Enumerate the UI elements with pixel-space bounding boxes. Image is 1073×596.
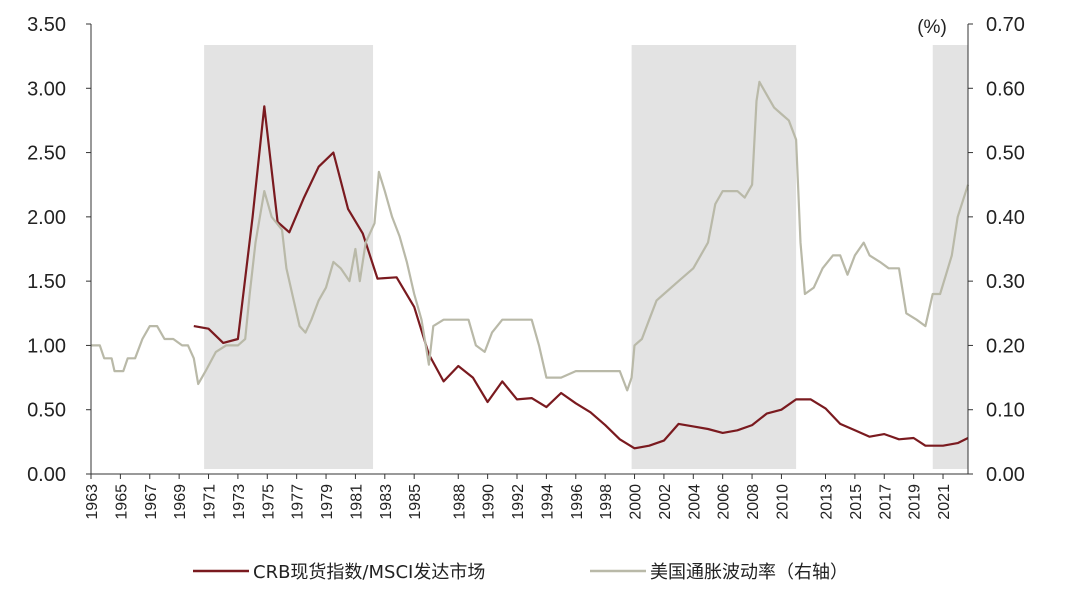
left-tick-label: 1.00 (27, 335, 66, 357)
x-tick-label: 1990 (481, 484, 498, 520)
shaded-period-0 (204, 45, 374, 469)
x-tick-label: 1988 (451, 484, 468, 520)
right-tick-label: 0.10 (986, 400, 1025, 422)
legend-label-1: 美国通胀波动率（右轴） (650, 562, 848, 583)
right-tick-label: 0.50 (986, 143, 1025, 165)
x-tick-label: 1975 (260, 484, 277, 520)
x-tick-label: 2004 (686, 484, 703, 520)
x-tick-label: 1973 (231, 484, 248, 520)
x-tick-label: 1981 (348, 484, 365, 520)
right-axis-unit: (%) (917, 17, 947, 38)
left-tick-label: 1.50 (27, 271, 66, 293)
x-tick-label: 2010 (774, 484, 791, 520)
shaded-periods (204, 45, 968, 469)
left-y-axis: 0.00 0.50 1.00 1.50 2.00 2.50 3.00 3.50 (27, 14, 91, 486)
x-tick-label: 1967 (143, 484, 160, 520)
series-lines (91, 80, 970, 450)
x-tick-label: 2006 (716, 484, 733, 520)
x-tick-label: 1977 (290, 484, 307, 520)
right-tick-label: 0.00 (986, 464, 1025, 486)
right-y-axis: 0.00 0.10 0.20 0.30 0.40 0.50 0.60 0.70 (968, 14, 1025, 486)
axes (90, 24, 969, 475)
x-tick-label: 1985 (407, 484, 424, 520)
series-line-0 (193, 105, 969, 450)
x-tick-label: 1996 (569, 484, 586, 520)
x-tick-label: 2019 (907, 484, 924, 520)
x-tick-label: 1998 (598, 484, 615, 520)
x-tick-label: 2013 (819, 484, 836, 520)
x-tick-label: 2017 (877, 484, 894, 520)
x-tick-label: 2000 (628, 484, 645, 520)
left-tick-label: 3.50 (27, 14, 66, 36)
right-tick-label: 0.40 (986, 207, 1025, 229)
left-tick-label: 0.00 (27, 464, 66, 486)
x-tick-label: 1979 (319, 484, 336, 520)
right-tick-label: 0.20 (986, 335, 1025, 357)
x-tick-label: 1965 (113, 484, 130, 520)
left-tick-label: 0.50 (27, 400, 66, 422)
x-tick-label: 1992 (510, 484, 527, 520)
right-tick-label: 0.70 (986, 14, 1025, 36)
legend: CRB现货指数/MSCI发达市场 美国通胀波动率（右轴） (193, 562, 848, 583)
left-tick-label: 2.50 (27, 143, 66, 165)
legend-label-0: CRB现货指数/MSCI发达市场 (253, 562, 485, 583)
x-tick-label: 1969 (172, 484, 189, 520)
right-tick-label: 0.60 (986, 78, 1025, 100)
right-tick-label: 0.30 (986, 271, 1025, 293)
x-tick-label: 1994 (539, 484, 556, 520)
x-tick-label: 1971 (202, 484, 219, 520)
x-tick-label: 2021 (936, 484, 953, 520)
x-tick-label: 2015 (848, 484, 865, 520)
x-tick-label: 1963 (84, 484, 101, 520)
series-line-1 (91, 80, 970, 392)
x-tick-label: 2002 (657, 484, 674, 520)
x-axis: 1963 1965 1967 1969 1971 1973 1975 1977 1979 1981… (84, 474, 953, 520)
x-tick-label: 2008 (745, 484, 762, 520)
left-tick-label: 2.00 (27, 207, 66, 229)
shaded-period-1 (631, 45, 797, 469)
left-tick-label: 3.00 (27, 78, 66, 100)
x-tick-label: 1983 (378, 484, 395, 520)
